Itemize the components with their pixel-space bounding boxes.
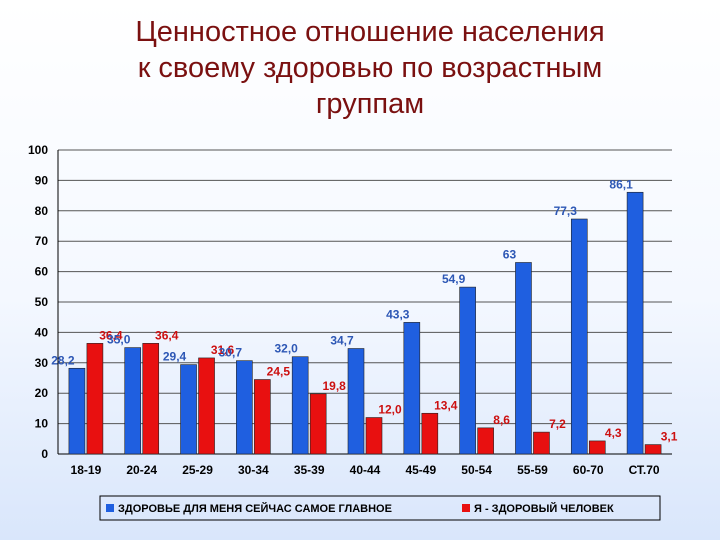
y-tick-label: 30 — [35, 356, 49, 370]
x-tick-label: 25-29 — [182, 463, 213, 477]
bar — [588, 440, 606, 455]
x-tick-label: 35-39 — [294, 463, 325, 477]
y-tick-label: 90 — [35, 173, 49, 187]
bar — [291, 356, 309, 455]
data-label: 30,7 — [219, 346, 243, 360]
bar — [459, 286, 476, 455]
bar — [86, 343, 104, 455]
bar — [403, 322, 421, 455]
bar — [236, 360, 253, 455]
bar — [626, 191, 644, 455]
y-tick-label: 10 — [35, 417, 49, 431]
title-line-1: Ценностное отношение населения — [135, 16, 605, 48]
x-tick-label: 40-44 — [350, 463, 381, 477]
data-label: 19,8 — [323, 379, 347, 393]
data-label: 35,0 — [107, 333, 131, 347]
bar — [365, 417, 383, 455]
data-label: 24,5 — [267, 365, 291, 379]
x-tick-label: 30-34 — [238, 463, 269, 477]
data-label: 28,2 — [51, 353, 75, 367]
data-label: 12,0 — [378, 403, 402, 417]
data-label: 4,3 — [605, 426, 622, 440]
bar — [644, 444, 662, 455]
data-label: 32,0 — [275, 342, 299, 356]
legend-swatch — [106, 504, 114, 512]
data-label: 43,3 — [386, 307, 410, 321]
bar — [254, 379, 271, 455]
y-tick-label: 70 — [35, 234, 49, 248]
legend-swatch — [462, 504, 470, 512]
y-tick-label: 100 — [28, 143, 48, 157]
x-tick-label: 18-19 — [71, 463, 102, 477]
y-tick-label: 40 — [35, 325, 49, 339]
bar — [570, 218, 588, 455]
title-line-3: группам — [315, 88, 425, 120]
y-tick-label: 60 — [35, 265, 49, 279]
data-label: 29,4 — [163, 350, 187, 364]
data-label: 36,4 — [99, 328, 123, 342]
bar — [477, 427, 494, 455]
legend-label: Я - ЗДОРОВЫЙ ЧЕЛОВЕК — [474, 502, 614, 515]
y-tick-label: 80 — [35, 204, 49, 218]
chart-title: Ценностное отношение населения к своему … — [60, 14, 680, 122]
data-label: 77,3 — [554, 204, 578, 218]
bar — [124, 347, 142, 455]
x-tick-label: 55-59 — [517, 463, 548, 477]
data-label: 63 — [503, 247, 517, 261]
data-label: 13,4 — [434, 398, 458, 412]
y-tick-label: 20 — [35, 386, 49, 400]
bar — [68, 367, 86, 455]
legend — [99, 495, 661, 521]
legend-label: ЗДОРОВЬЕ ДЛЯ МЕНЯ СЕЙЧАС САМОЕ ГЛАВНОЕ — [118, 502, 392, 515]
bar — [198, 357, 215, 455]
y-tick-label: 0 — [41, 447, 48, 461]
data-label: 86,1 — [609, 177, 633, 191]
bar — [309, 393, 327, 455]
data-label: 36,4 — [155, 328, 179, 342]
y-tick-label: 50 — [35, 295, 49, 309]
bar — [515, 262, 532, 455]
x-tick-label: 20-24 — [126, 463, 157, 477]
x-tick-label: 45-49 — [405, 463, 436, 477]
x-tick-label: 50-54 — [461, 463, 492, 477]
bar — [347, 348, 365, 455]
bar — [533, 431, 550, 455]
data-label: 7,2 — [549, 417, 566, 431]
title-line-2: к своему здоровью по возрастным — [137, 52, 603, 84]
data-label: 31,6 — [211, 343, 235, 357]
bar — [142, 343, 160, 455]
bar — [421, 412, 439, 455]
data-label: 8,6 — [493, 413, 510, 427]
data-label: 34,7 — [330, 334, 354, 348]
x-tick-label: 60-70 — [573, 463, 604, 477]
bar — [180, 364, 197, 455]
x-tick-label: СТ.70 — [629, 463, 660, 477]
data-label: 3,1 — [661, 430, 678, 444]
data-label: 54,9 — [442, 272, 466, 286]
